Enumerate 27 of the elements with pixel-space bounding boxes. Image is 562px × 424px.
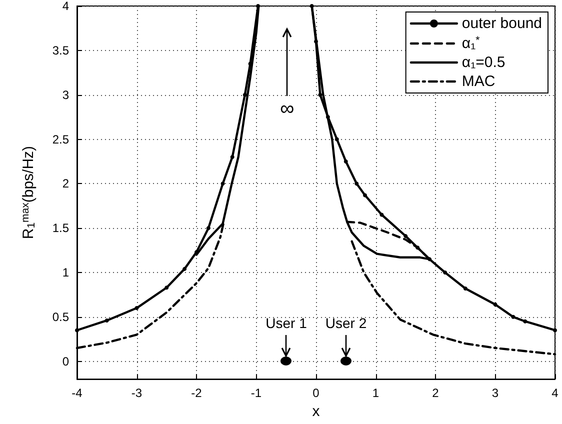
y-axis-title: R1max(bps/Hz): [20, 146, 38, 240]
legend-label: α₁=0.5: [462, 54, 506, 71]
x-tick-label: -1: [250, 386, 262, 400]
legend-label: outer bound: [462, 15, 542, 32]
y-tick-label: 1.5: [52, 221, 70, 236]
y-tick-label: 2: [62, 176, 70, 191]
x-tick-label: -2: [191, 386, 202, 400]
x-tick-label: 1: [372, 386, 380, 400]
y-tick-label: 3.5: [52, 43, 70, 58]
x-tick-label: -3: [131, 386, 142, 400]
annotation: User 1: [266, 315, 307, 332]
x-tick-label: 4: [552, 386, 559, 400]
y-tick-label: 3: [62, 88, 70, 102]
annotation: User 2: [325, 315, 367, 332]
x-tick-label: 0: [312, 386, 320, 400]
x-tick-label: -4: [72, 386, 83, 400]
annotation: ∞: [280, 98, 294, 121]
x-tick-label: 2: [432, 386, 440, 400]
y-tick-label: 1: [62, 266, 70, 280]
y-tick-label: 0.5: [52, 310, 70, 324]
y-tick-label: 0: [62, 354, 70, 368]
y-tick-label: 4: [62, 0, 70, 13]
legend-label: MAC: [462, 73, 496, 90]
x-axis-title: x: [312, 403, 320, 420]
legend-label: α₁*: [462, 34, 480, 52]
x-tick-label: 3: [492, 386, 499, 400]
y-tick-label: 2.5: [52, 132, 70, 146]
